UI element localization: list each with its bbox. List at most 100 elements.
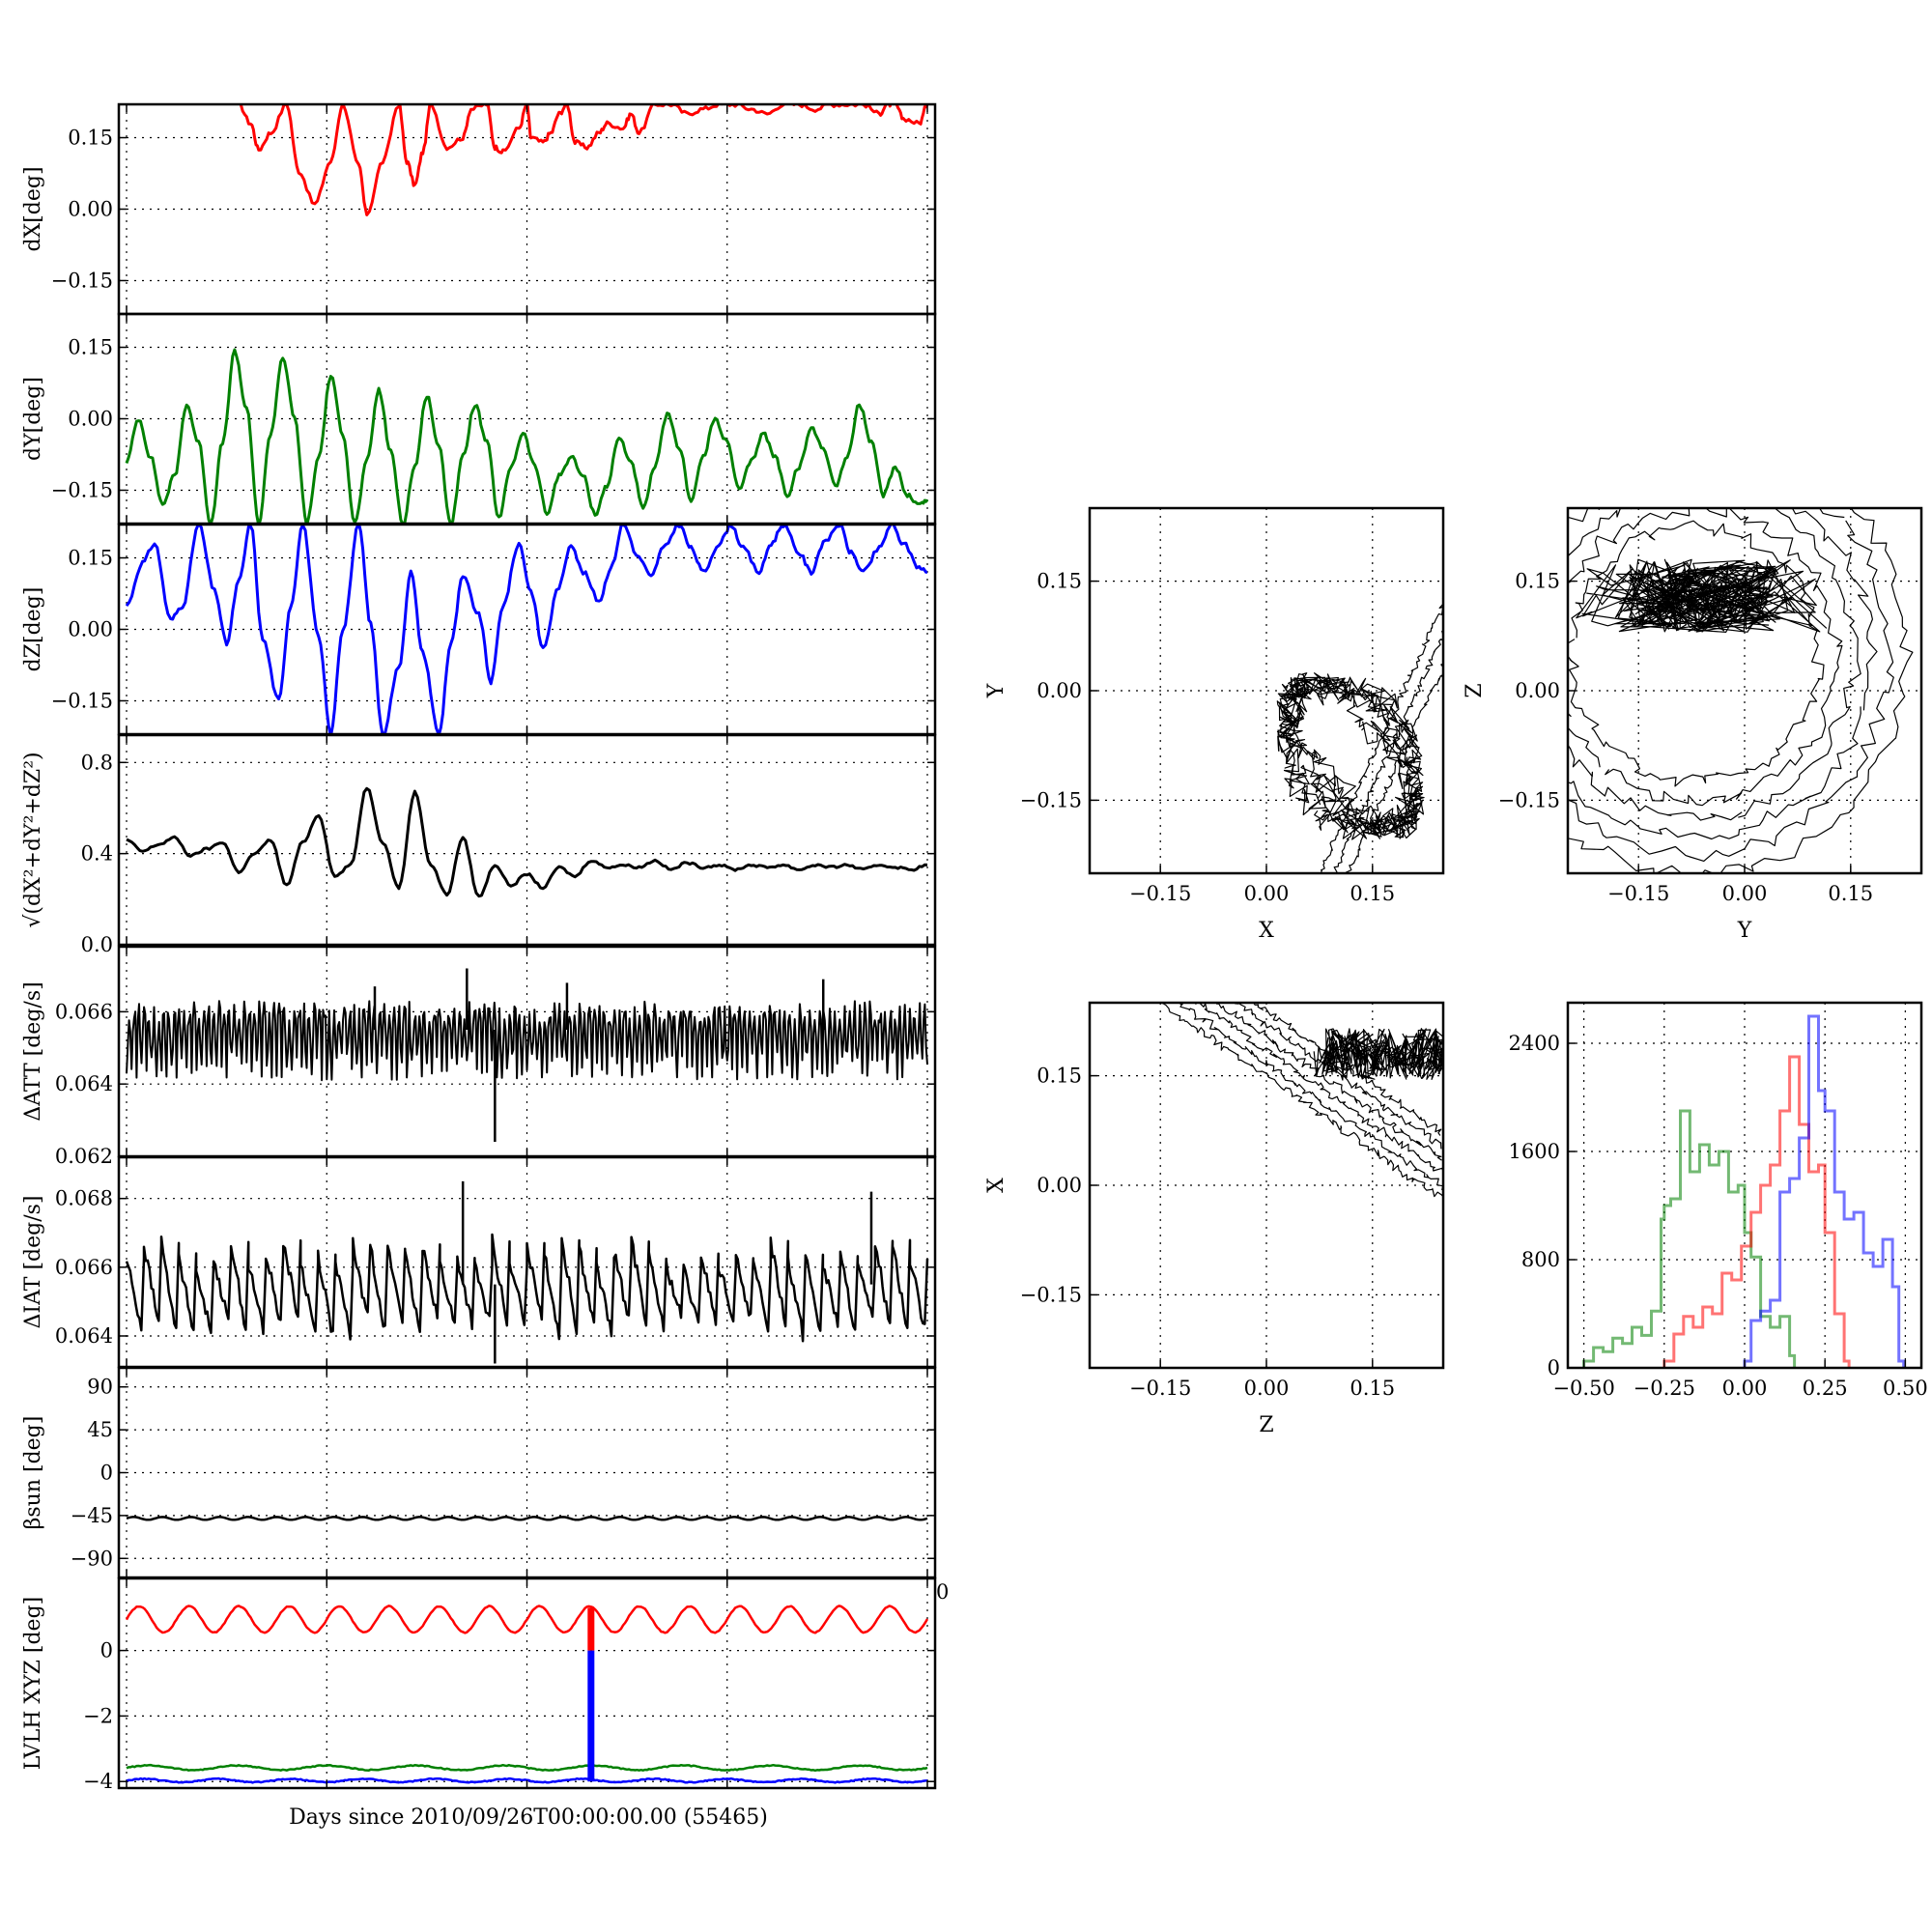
YZ-trace-4 bbox=[1568, 508, 1843, 807]
dIAT-plot bbox=[125, 1180, 929, 1364]
LVLH-ytick-label-1: −2 bbox=[83, 1704, 113, 1727]
LVLH-plot bbox=[125, 1605, 929, 1784]
dX-ytick-label-2: 0.15 bbox=[68, 127, 113, 150]
XY-trace-8 bbox=[1277, 676, 1425, 838]
panel-dIAT: 0.064 0.066 0.068 ΔIAT [deg/s] bbox=[21, 1155, 937, 1369]
panel-dZ: −0.15 0.00 0.15 dZ[deg] bbox=[21, 523, 937, 736]
hist-xtick-label-4: 0.50 bbox=[1883, 1377, 1928, 1400]
ZX-ytick-label-2: 0.15 bbox=[1037, 1065, 1082, 1088]
panel-ZX: −0.15 −0.15 0.00 0.00 0.15 0.15 Z X bbox=[984, 1001, 1445, 1437]
YZ-ytick-label-1: 0.00 bbox=[1515, 679, 1560, 702]
YZ-ytick-label-2: 0.15 bbox=[1515, 570, 1560, 593]
ZX-trace-2 bbox=[1195, 1003, 1443, 1173]
XY-xtick-label-1: 0.00 bbox=[1244, 882, 1290, 905]
dY-ylabel: dY[deg] bbox=[21, 377, 45, 461]
dY-ytick-label-0: −0.15 bbox=[51, 478, 113, 501]
panel-dR: 0.0 0.4 0.8 √(dX²+dY²+dZ²) bbox=[21, 733, 937, 956]
ZX-plot bbox=[1160, 1003, 1443, 1204]
LVLH-ytick-label-2: 0 bbox=[100, 1639, 113, 1662]
beta_sun-ytick-label-0: −90 bbox=[71, 1547, 113, 1570]
ZX-xtick-label-0: −0.15 bbox=[1129, 1377, 1191, 1400]
LVLH-ytick-label-0: −4 bbox=[83, 1770, 113, 1793]
LVLH-wave-line-2 bbox=[126, 1776, 927, 1784]
YZ-ylabel: Z bbox=[1463, 683, 1487, 697]
ZX-trace-1 bbox=[1177, 1003, 1443, 1191]
dY-plot bbox=[125, 348, 929, 524]
hist-ytick-label-3: 2400 bbox=[1509, 1032, 1560, 1055]
hist-xtick-label-3: 0.25 bbox=[1803, 1377, 1848, 1400]
LVLH-wave-line-0 bbox=[125, 1605, 929, 1634]
panel-LVLH: −4 −2 0 LVLH XYZ [deg] bbox=[21, 1577, 937, 1793]
panel-beta_sun: −90 −45 0 45 90 βsun [deg] bbox=[21, 1366, 937, 1579]
dR-ytick-label-1: 0.4 bbox=[81, 842, 113, 866]
beta_sun-ytick-label-4: 90 bbox=[87, 1376, 113, 1399]
hist-series-0 bbox=[1582, 1109, 1797, 1368]
panel-dY: −0.15 0.00 0.15 dY[deg] bbox=[21, 312, 937, 526]
ZX-xtick-label-1: 0.00 bbox=[1244, 1377, 1290, 1400]
dIAT-sawtooth-line bbox=[125, 1233, 929, 1343]
XY-ytick-label-0: −0.15 bbox=[1020, 788, 1082, 811]
panel-hist: −0.50 −0.25 0.00 0.25 0.50 0 800 1600 2400 bbox=[1509, 1001, 1928, 1400]
dATT-ytick-label-2: 0.066 bbox=[55, 1000, 113, 1023]
ZX-trace-3 bbox=[1215, 1003, 1442, 1161]
panel-YZ: −0.15 −0.15 0.00 0.00 0.15 0.15 Y Z bbox=[1463, 506, 1923, 943]
dR-ytick-label-2: 0.8 bbox=[81, 751, 113, 774]
dX-ytick-label-1: 0.00 bbox=[68, 198, 113, 221]
XY-trace-0 bbox=[1320, 596, 1443, 873]
dY-ytick-label-2: 0.15 bbox=[68, 336, 113, 359]
hist-xtick-label-1: −0.25 bbox=[1634, 1377, 1695, 1400]
dY-series-line-0 bbox=[125, 348, 929, 524]
LVLH-wave-line-1 bbox=[126, 1763, 928, 1773]
YZ-plot bbox=[1568, 508, 1914, 873]
XY-trace-2 bbox=[1345, 658, 1443, 873]
dATT-noise-line bbox=[126, 1000, 928, 1082]
hist-xtick-label-2: 0.00 bbox=[1722, 1377, 1768, 1400]
XY-ytick-label-2: 0.15 bbox=[1037, 570, 1082, 593]
XY-plot bbox=[1276, 596, 1443, 873]
ZX-xlabel: Z bbox=[1259, 1413, 1273, 1437]
YZ-xlabel: Y bbox=[1737, 919, 1752, 943]
ZX-trace-7 bbox=[1313, 1028, 1443, 1080]
XY-xtick-label-0: −0.15 bbox=[1129, 882, 1191, 905]
dIAT-ytick-label-0: 0.064 bbox=[55, 1324, 113, 1348]
dZ-ylabel: dZ[deg] bbox=[21, 587, 45, 672]
beta_sun-ytick-label-3: 45 bbox=[87, 1418, 113, 1441]
panels-layer: −0.15 0.00 0.15 dX[deg] −0.15 0.00 0.15 dY[deg]… bbox=[21, 102, 1928, 1793]
dATT-ytick-label-0: 0.062 bbox=[55, 1145, 113, 1168]
dZ-ytick-label-2: 0.15 bbox=[68, 547, 113, 570]
dZ-plot bbox=[125, 525, 928, 734]
hist-series-1 bbox=[1662, 1055, 1851, 1368]
YZ-trace-2 bbox=[1576, 558, 1821, 633]
dX-series-line-0 bbox=[239, 104, 929, 216]
YZ-trace-3 bbox=[1568, 520, 1825, 787]
dATT-ylabel: ΔATT [deg/s] bbox=[21, 981, 45, 1121]
XY-trace-7 bbox=[1276, 673, 1423, 839]
dATT-plot bbox=[126, 968, 928, 1143]
LVLH-ylabel: LVLH XYZ [deg] bbox=[21, 1597, 45, 1771]
dIAT-ytick-label-2: 0.068 bbox=[55, 1187, 113, 1210]
dR-ylabel: √(dX²+dY²+dZ²) bbox=[21, 752, 45, 927]
dX-ytick-label-0: −0.15 bbox=[51, 269, 113, 292]
YZ-xtick-label-2: 0.15 bbox=[1828, 882, 1873, 905]
XY-xlabel: X bbox=[1259, 919, 1274, 943]
stray-tick-label: 0 bbox=[936, 1580, 949, 1604]
ZX-ytick-label-1: 0.00 bbox=[1037, 1174, 1082, 1197]
ZX-ytick-label-0: −0.15 bbox=[1020, 1283, 1082, 1306]
ZX-xtick-label-2: 0.15 bbox=[1350, 1377, 1395, 1400]
ZX-trace-0 bbox=[1160, 1003, 1443, 1204]
ZX-ylabel: X bbox=[984, 1178, 1009, 1193]
hist-ytick-label-0: 0 bbox=[1548, 1356, 1560, 1379]
dX-ylabel: dX[deg] bbox=[21, 166, 45, 251]
XY-ylabel: Y bbox=[984, 683, 1009, 698]
ZX-trace-5 bbox=[1252, 1003, 1442, 1136]
ZX-trace-8 bbox=[1319, 1028, 1443, 1081]
dX-plot bbox=[239, 104, 929, 216]
YZ-trace-7 bbox=[1568, 508, 1894, 863]
x-axis-title: Days since 2010/09/26T00:00:00.00 (55465… bbox=[289, 1805, 768, 1830]
panel-dX: −0.15 0.00 0.15 dX[deg] bbox=[21, 102, 937, 316]
beta_sun-plot bbox=[126, 1516, 928, 1521]
beta_sun-ytick-label-1: −45 bbox=[71, 1504, 113, 1527]
panel-XY: −0.15 −0.15 0.00 0.00 0.15 0.15 X Y bbox=[984, 506, 1445, 943]
YZ-trace-5 bbox=[1568, 508, 1861, 821]
